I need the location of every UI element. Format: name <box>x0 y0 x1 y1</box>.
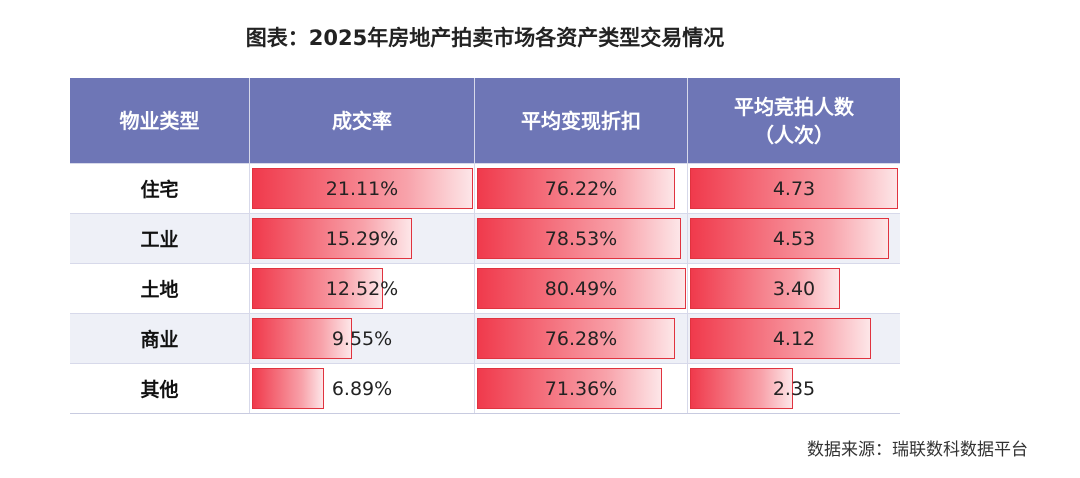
table-cell: 76.22% <box>475 164 688 213</box>
header-row: 物业类型 成交率 平均变现折扣 平均竞拍人数 （人次） <box>70 78 900 163</box>
cell-value: 76.22% <box>544 177 618 200</box>
table-row: 住宅 21.11% 76.22% 4.73 <box>70 163 900 213</box>
table-row: 工业 15.29% 78.53% 4.53 <box>70 213 900 263</box>
table-cell: 4.53 <box>688 214 900 263</box>
data-bar <box>690 368 794 409</box>
table-row: 其他 6.89% 71.36% 2.35 <box>70 363 900 413</box>
cell-value: 80.49% <box>544 277 618 300</box>
table-cell: 80.49% <box>475 264 688 313</box>
row-label: 工业 <box>70 214 250 263</box>
data-bar <box>252 318 352 359</box>
data-bar <box>477 268 686 309</box>
table-cell: 15.29% <box>250 214 475 263</box>
table-row: 土地 12.52% 80.49% 3.40 <box>70 263 900 313</box>
data-bar <box>252 368 325 409</box>
table: 物业类型 成交率 平均变现折扣 平均竞拍人数 （人次） 住宅 21.11% 76.22% 4.… <box>70 78 900 414</box>
cell-value: 4.12 <box>772 327 816 350</box>
table-cell: 71.36% <box>475 364 688 413</box>
source: 数据来源：瑞联数科数据平台 <box>807 440 1028 460</box>
cell-value: 3.40 <box>772 277 816 300</box>
header-cell: 平均变现折扣 <box>475 78 688 163</box>
data-bar <box>252 168 473 209</box>
row-label: 商业 <box>70 314 250 363</box>
table-cell: 6.89% <box>250 364 475 413</box>
table-cell: 9.55% <box>250 314 475 363</box>
table-cell: 76.28% <box>475 314 688 363</box>
row-label: 土地 <box>70 264 250 313</box>
table-cell: 21.11% <box>250 164 475 213</box>
cell-value: 76.28% <box>544 327 618 350</box>
data-bar <box>252 268 384 309</box>
title: 图表：2025年房地产拍卖市场各资产类型交易情况 <box>245 26 725 50</box>
data-bar <box>252 218 413 259</box>
data-bar <box>690 168 898 209</box>
data-bar <box>690 218 890 259</box>
cell-value: 21.11% <box>325 177 399 200</box>
cell-value: 9.55% <box>331 327 393 350</box>
data-bar <box>690 318 872 359</box>
header-cell: 成交率 <box>250 78 475 163</box>
table-row: 商业 9.55% 76.28% 4.12 <box>70 313 900 363</box>
header-cell: 物业类型 <box>70 78 250 163</box>
cell-value: 6.89% <box>331 377 393 400</box>
cell-value: 4.73 <box>772 177 816 200</box>
data-bar <box>477 368 663 409</box>
table-cell: 4.12 <box>688 314 900 363</box>
header-cell: 平均竞拍人数 （人次） <box>734 94 854 147</box>
table-cell: 78.53% <box>475 214 688 263</box>
table-cell: 12.52% <box>250 264 475 313</box>
cell-value: 15.29% <box>325 227 399 250</box>
table-cell: 4.73 <box>688 164 900 213</box>
cell-value: 71.36% <box>544 377 618 400</box>
row-label: 其他 <box>70 364 250 413</box>
data-bar <box>477 168 675 209</box>
cell-value: 2.35 <box>772 377 816 400</box>
data-bar <box>477 318 676 359</box>
table-cell: 3.40 <box>688 264 900 313</box>
cell-value: 78.53% <box>544 227 618 250</box>
data-bar <box>690 268 840 309</box>
row-label: 住宅 <box>70 164 250 213</box>
data-bar <box>477 218 681 259</box>
table-cell: 2.35 <box>688 364 900 413</box>
cell-value: 12.52% <box>325 277 399 300</box>
cell-value: 4.53 <box>772 227 816 250</box>
